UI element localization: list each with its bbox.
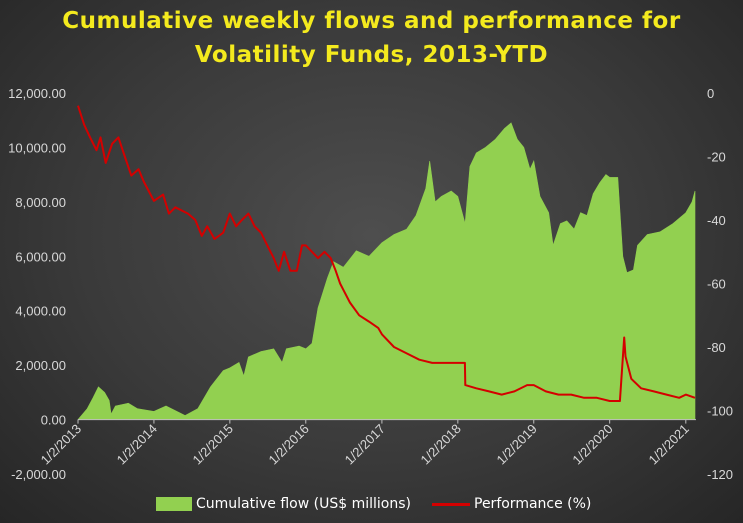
left-axis-ticks: -2,000.00 0.00 2,000.00 4,000.00 6,000.00 8,0… <box>8 86 66 482</box>
flow-area <box>77 122 696 420</box>
performance-line <box>77 105 696 402</box>
left-tick-label: 10,000.00 <box>8 140 66 155</box>
chart-title-line-2: Volatility Funds, 2013-YTD <box>194 42 549 68</box>
axis-layer <box>77 419 696 424</box>
left-tick-label: 4,000.00 <box>15 304 66 319</box>
legend-label-performance: Performance (%) <box>474 496 592 512</box>
x-tick-label: 1/2/2021 <box>646 421 692 467</box>
left-tick-label: 8,000.00 <box>15 195 66 210</box>
legend-swatch-performance <box>432 502 470 506</box>
x-tick-label: 1/2/2014 <box>114 421 160 467</box>
x-tick-label: 1/2/2018 <box>418 421 464 467</box>
left-tick-label: 2,000.00 <box>15 358 66 373</box>
flow-area-layer <box>77 122 696 420</box>
chart-title-line-1: Cumulative weekly flows and performance … <box>62 8 681 34</box>
right-tick-label: -80 <box>707 340 726 355</box>
x-tick-label: 1/2/2017 <box>342 421 388 467</box>
left-tick-label: 0.00 <box>41 413 66 428</box>
legend-item-flow: Cumulative flow (US$ millions) <box>156 494 411 514</box>
x-tick-label: 1/2/2013 <box>38 421 84 467</box>
left-tick-label: -2,000.00 <box>11 467 66 482</box>
legend-item-performance: Performance (%) <box>432 494 591 514</box>
right-tick-label: -100 <box>707 404 733 419</box>
x-tick-label: 1/2/2016 <box>265 421 311 467</box>
right-tick-label: -60 <box>707 277 726 292</box>
right-tick-label: -40 <box>707 213 726 228</box>
left-tick-label: 6,000.00 <box>15 249 66 264</box>
right-tick-label: -120 <box>707 467 733 482</box>
x-tick-label: 1/2/2020 <box>569 421 615 467</box>
right-tick-label: 0 <box>707 86 714 101</box>
x-axis-ticks: 1/2/2013 1/2/2014 1/2/2015 1/2/2016 1/2/2017… <box>38 421 692 467</box>
x-tick-label: 1/2/2019 <box>493 421 539 467</box>
right-tick-label: -20 <box>707 150 726 165</box>
legend-label-flow: Cumulative flow (US$ millions) <box>196 496 411 512</box>
x-tick-label: 1/2/2015 <box>190 421 236 467</box>
left-tick-label: 12,000.00 <box>8 86 66 101</box>
right-axis-ticks: 0 -20 -40 -60 -80 -100 -120 <box>707 86 733 482</box>
legend-swatch-flow <box>156 497 192 511</box>
performance-line-layer <box>77 105 696 402</box>
